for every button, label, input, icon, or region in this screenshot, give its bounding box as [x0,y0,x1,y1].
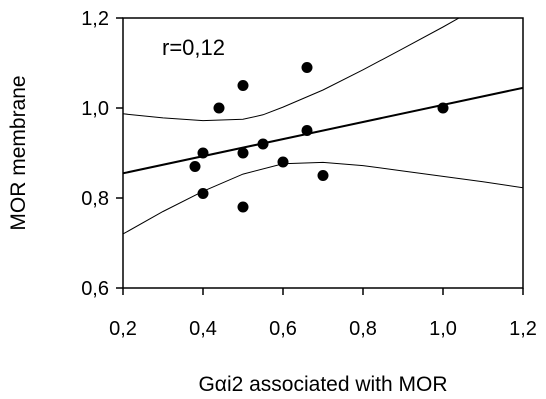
confidence-band-lower [123,161,523,235]
y-axis-label: MOR membrane [7,75,30,230]
data-point [213,102,225,114]
regression-line [123,86,523,175]
data-point [237,80,249,91]
plot-area [122,17,524,289]
data-point [237,201,249,213]
data-point [189,161,201,172]
data-point [301,62,313,73]
x-tick-label: 0,2 [109,318,137,340]
data-point [257,138,269,150]
y-tick-label: 0,8 [81,188,109,210]
plot-frame [122,17,524,289]
data-point [437,102,449,114]
x-axis-label: Gαi2 associated with MOR [198,373,447,396]
x-tick-label: 0,6 [269,318,297,340]
x-tick-label: 0,8 [349,318,377,340]
correlation-annotation: r=0,12 [162,35,225,60]
data-point [197,188,209,199]
y-tick-label: 1,0 [81,98,109,120]
data-point [317,170,329,181]
x-tick-label: 1,0 [429,318,457,340]
y-tick-label: 0,6 [81,278,109,300]
data-point [301,125,313,136]
x-tick-label: 0,4 [189,318,217,340]
x-tick-label: 1,2 [509,318,537,340]
data-point [197,147,209,159]
y-tick-label: 1,2 [81,8,109,30]
data-point [277,156,289,168]
data-point [237,147,249,159]
confidence-band-upper [123,18,460,122]
